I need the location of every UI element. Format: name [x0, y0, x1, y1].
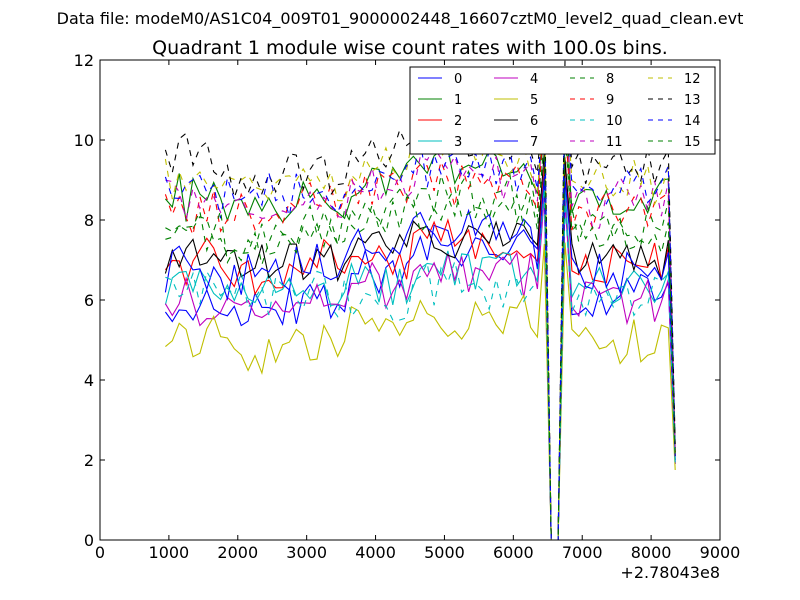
legend-frame — [409, 66, 716, 155]
legend-label-12: 12 — [684, 72, 701, 87]
series-line-10 — [165, 187, 676, 541]
x-offset-label: +2.78043e8 — [620, 563, 720, 582]
legend-label-11: 11 — [606, 135, 623, 150]
series-line-6 — [164, 151, 676, 541]
legend-label-2: 2 — [454, 114, 462, 129]
x-tick-label: 5000 — [424, 543, 465, 562]
x-tick-label: 0 — [95, 543, 105, 562]
legend-label-13: 13 — [684, 93, 701, 108]
series-line-11 — [165, 93, 676, 541]
x-tick-label: 9000 — [700, 543, 741, 562]
y-tick-label: 10 — [74, 131, 94, 150]
legend-label-14: 14 — [684, 114, 701, 129]
legend-label-5: 5 — [530, 93, 538, 108]
y-tick-label: 4 — [84, 371, 94, 390]
series-line-5 — [165, 242, 676, 541]
series-line-8 — [165, 123, 676, 541]
series-line-15 — [165, 132, 676, 541]
series-line-13 — [164, 60, 676, 541]
x-tick-label: 8000 — [631, 543, 672, 562]
series-line-4 — [164, 195, 676, 541]
series-line-7 — [164, 175, 676, 541]
x-tick-label: 2000 — [217, 543, 258, 562]
series-line-0 — [164, 171, 676, 541]
x-tick-label: 7000 — [562, 543, 603, 562]
y-tick-label: 2 — [84, 451, 94, 470]
y-tick-label: 12 — [74, 51, 94, 70]
chart-title: Quadrant 1 module wise count rates with … — [152, 37, 668, 59]
legend-label-6: 6 — [530, 114, 538, 129]
series-line-12 — [164, 70, 676, 541]
axis-ticks: 0 1000 2000 3000 4000 5000 6000 7000 8000 9000 0 2 4… — [74, 51, 741, 562]
x-tick-label: 6000 — [493, 543, 534, 562]
legend-label-4: 4 — [530, 72, 538, 87]
x-tick-label: 1000 — [149, 543, 190, 562]
y-tick-label: 6 — [84, 291, 94, 310]
legend-label-3: 3 — [454, 135, 462, 150]
legend-label-8: 8 — [606, 72, 614, 87]
chart-suptitle: Data file: modeM0/AS1C04_009T01_90000024… — [57, 9, 744, 29]
legend-label-1: 1 — [454, 93, 462, 108]
series-line-3 — [164, 187, 676, 541]
y-tick-label: 0 — [84, 531, 94, 550]
legend-label-10: 10 — [606, 114, 623, 129]
series-line-1 — [164, 95, 676, 541]
plot-lines — [164, 60, 676, 541]
x-tick-label: 4000 — [355, 543, 396, 562]
legend-label-0: 0 — [454, 72, 462, 87]
legend-label-9: 9 — [606, 93, 614, 108]
x-tick-label: 3000 — [286, 543, 327, 562]
series-line-9 — [164, 115, 676, 541]
y-tick-label: 8 — [84, 211, 94, 230]
legend-label-7: 7 — [530, 135, 538, 150]
legend-label-15: 15 — [684, 135, 701, 150]
